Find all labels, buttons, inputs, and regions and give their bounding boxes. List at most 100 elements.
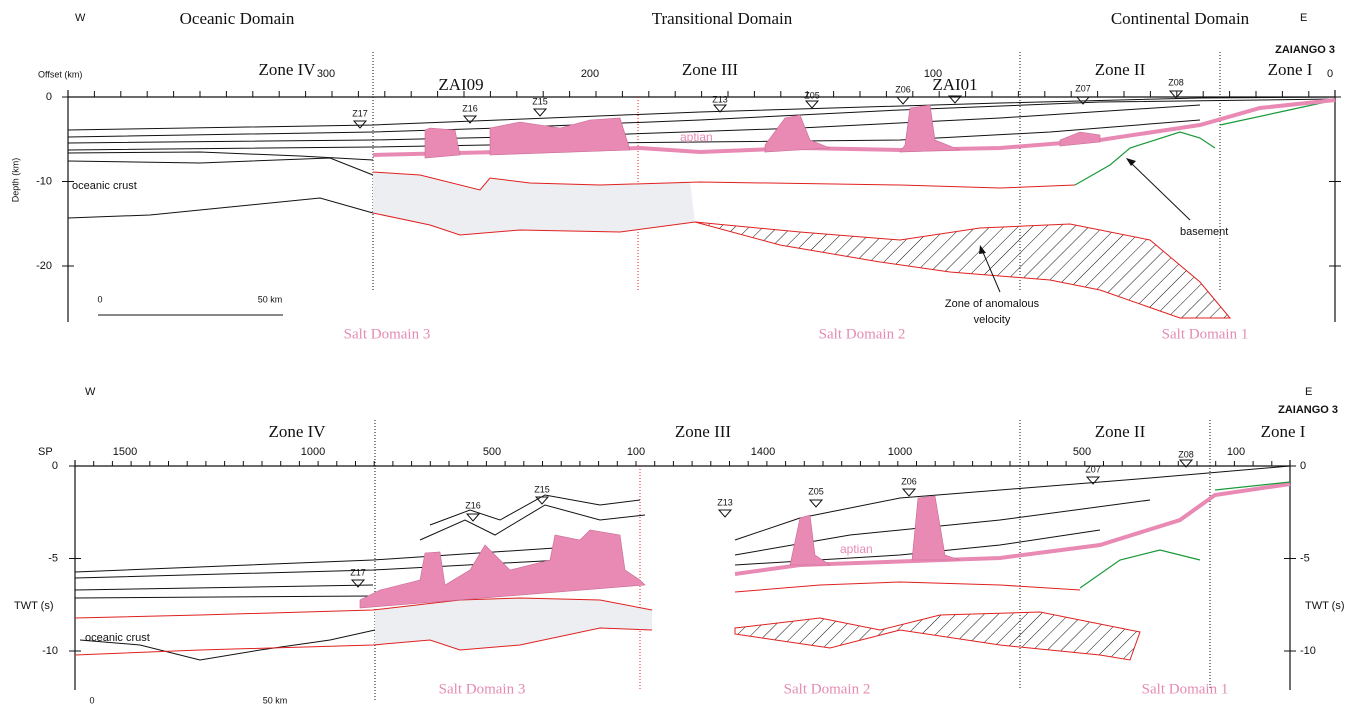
zone-label: Zone IV <box>258 60 316 79</box>
salt-body <box>490 118 630 155</box>
well-name: Z16 <box>462 103 478 113</box>
well-name: Z06 <box>901 476 917 486</box>
well-name: Z06 <box>895 84 911 94</box>
arrowhead <box>1126 158 1136 166</box>
offset-tick-label: 300 <box>317 68 335 80</box>
well-marker <box>536 497 548 504</box>
anomalous-label: Zone of anomalous <box>945 298 1040 310</box>
twt-tick-label: -10 <box>42 645 58 657</box>
zone-label: Zone III <box>675 422 732 441</box>
well-marker <box>810 500 822 507</box>
well-label: ZAIANGO 3 <box>1278 404 1338 416</box>
well-name: ZAI09 <box>438 75 483 94</box>
axis-label: TWT (s) <box>14 600 54 612</box>
west-label: W <box>85 386 96 398</box>
salt-domain-label: Salt Domain 2 <box>819 326 906 342</box>
well-marker <box>806 101 818 108</box>
horizon <box>68 152 373 160</box>
depth-tick-label: -20 <box>36 260 52 272</box>
aptian-label: aptian <box>680 130 713 144</box>
east-label: E <box>1305 386 1312 398</box>
scale-label: 50 km <box>263 695 288 705</box>
well-marker <box>903 489 915 496</box>
well-name: Z13 <box>712 94 728 104</box>
twt-tick-label: 0 <box>1300 460 1306 472</box>
well-name: Z17 <box>350 567 366 577</box>
sp-tick-label: 1500 <box>113 446 137 458</box>
well-name: Z15 <box>534 484 550 494</box>
horizon <box>75 596 373 598</box>
domain-label: Transitional Domain <box>652 9 793 28</box>
scale-label: 50 km <box>258 294 283 304</box>
red-horizon <box>735 582 1080 592</box>
oceanic-crust-label: oceanic crust <box>85 632 150 644</box>
anomalous-zone <box>735 612 1140 660</box>
aptian-label: aptian <box>840 542 873 556</box>
twt-tick-label: -5 <box>48 552 58 564</box>
horizon <box>75 585 373 590</box>
horizon <box>68 105 1200 143</box>
crust-fill <box>373 172 695 235</box>
axis-ticks: 0 -10 -20 0 0 -5 -5 -10 -10 <box>36 91 1341 657</box>
horizon <box>68 97 1335 130</box>
crust-fill <box>375 598 652 650</box>
twt-tick-label: -5 <box>1300 552 1310 564</box>
well-name: Z16 <box>465 500 481 510</box>
depth-tick-label: 0 <box>46 91 52 103</box>
well-marker <box>464 116 476 123</box>
top-panel: W E Oceanic Domain Transitional Domain C… <box>10 9 1335 343</box>
sp-tick-label: 500 <box>483 446 501 458</box>
bottom-panel: W E ZAIANGO 3 SP 1500 1000 500 100 1400 … <box>14 386 1345 705</box>
well-name: Z07 <box>1085 464 1101 474</box>
well-name: Z05 <box>808 486 824 496</box>
twt-tick-label: 0 <box>52 460 58 472</box>
domain-label: Continental Domain <box>1111 9 1250 28</box>
scale-label: 0 <box>97 294 102 304</box>
axis-label: Depth (km) <box>10 158 20 203</box>
well-name: Z08 <box>1178 449 1194 459</box>
well-name: Z08 <box>1168 77 1184 87</box>
figure: W E Oceanic Domain Transitional Domain C… <box>0 0 1351 711</box>
well-marker <box>719 510 731 517</box>
twt-tick-label: -10 <box>1300 645 1316 657</box>
depth-tick-label: -10 <box>36 175 52 187</box>
well-marker <box>354 121 366 128</box>
salt-domain-label: Salt Domain 1 <box>1142 681 1229 697</box>
west-label: W <box>75 12 86 24</box>
well-name: Z07 <box>1075 83 1091 93</box>
sp-tick-label: 100 <box>1227 446 1245 458</box>
well-marker <box>534 109 546 116</box>
well-name: Z15 <box>532 96 548 106</box>
zone-label: Zone I <box>1261 422 1306 441</box>
well-name: Z13 <box>717 497 733 507</box>
well-label: ZAIANGO 3 <box>1275 44 1335 56</box>
basement-label: basement <box>1180 226 1228 238</box>
crust-top <box>68 158 373 175</box>
east-label: E <box>1300 12 1307 24</box>
oceanic-crust-label: oceanic crust <box>72 180 137 192</box>
zone-label: Zone III <box>682 60 739 79</box>
salt-body <box>1060 132 1100 146</box>
zone-label: Zone I <box>1268 60 1313 79</box>
offset-tick-label: 0 <box>1327 68 1333 80</box>
zone-label: Zone II <box>1095 422 1146 441</box>
sp-tick-label: 1000 <box>888 446 912 458</box>
anomalous-label: velocity <box>974 314 1011 326</box>
sp-tick-label: 100 <box>627 446 645 458</box>
horizon <box>430 495 640 525</box>
well-marker <box>897 97 909 104</box>
basement-line <box>1080 550 1200 588</box>
salt-body <box>360 530 645 608</box>
moho <box>68 198 373 218</box>
well-marker <box>467 514 479 521</box>
sp-tick-label: 1000 <box>301 446 325 458</box>
offset-tick-label: 200 <box>581 68 599 80</box>
well-marker <box>352 580 364 587</box>
sp-tick-label: 500 <box>1073 446 1091 458</box>
salt-domain-label: Salt Domain 3 <box>344 326 431 342</box>
well-name: Z17 <box>352 108 368 118</box>
salt-body <box>765 115 830 152</box>
axis-label: Offset (km) <box>38 69 82 79</box>
zone-label: Zone IV <box>268 422 326 441</box>
axis-label: SP <box>38 446 53 458</box>
